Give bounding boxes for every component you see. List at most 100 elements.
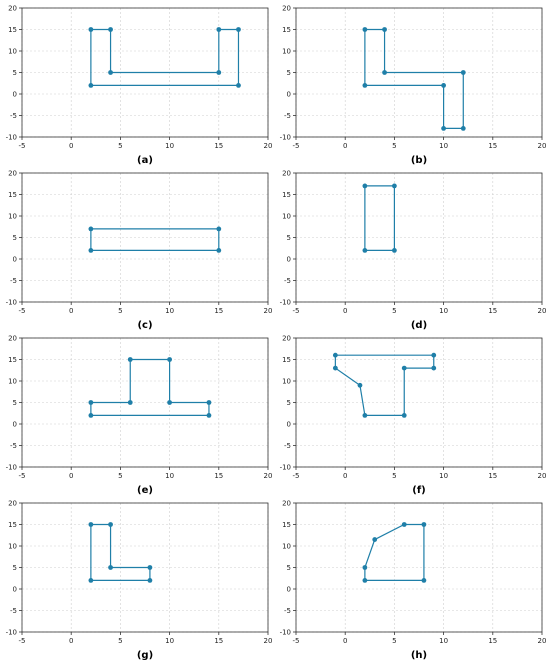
y-tick-label: 0	[13, 91, 17, 99]
data-point	[362, 83, 368, 88]
y-tick-label: 0	[287, 421, 291, 429]
x-tick-label: 0	[343, 142, 347, 150]
x-tick-label: 5	[118, 637, 122, 645]
x-tick-label: 20	[538, 307, 547, 315]
panel-label: (f)	[412, 485, 426, 496]
y-tick-label: 10	[282, 543, 291, 551]
y-tick-label: 15	[8, 521, 17, 529]
data-point	[362, 27, 368, 32]
data-point	[332, 365, 338, 371]
y-tick-label: 20	[8, 5, 17, 13]
y-tick-label: 15	[8, 191, 17, 199]
y-tick-label: -10	[6, 134, 17, 142]
data-point	[421, 578, 427, 583]
x-tick-label: 0	[343, 637, 347, 645]
x-tick-label: 15	[488, 142, 497, 150]
panel-label: (d)	[411, 320, 427, 331]
x-tick-label: -5	[293, 142, 300, 150]
y-tick-label: 20	[8, 500, 17, 508]
data-point	[88, 248, 94, 253]
data-point	[88, 413, 94, 418]
data-point	[108, 565, 113, 570]
y-tick-label: 5	[13, 564, 17, 572]
y-tick-label: 15	[282, 356, 291, 364]
data-point	[421, 522, 427, 527]
y-tick-label: -5	[284, 607, 291, 615]
data-point	[216, 248, 222, 253]
data-point	[206, 413, 212, 418]
x-tick-label: 10	[439, 637, 448, 645]
data-point	[362, 578, 368, 583]
x-tick-label: -5	[293, 472, 300, 480]
data-point	[401, 522, 407, 527]
data-point	[108, 27, 113, 32]
y-tick-label: -10	[6, 629, 17, 637]
y-tick-label: 0	[13, 256, 17, 264]
data-point	[392, 248, 397, 253]
data-point	[362, 183, 368, 189]
data-point	[332, 352, 338, 358]
data-point	[460, 125, 466, 131]
data-point	[431, 365, 437, 371]
x-tick-label: 10	[165, 472, 174, 480]
y-tick-label: 5	[287, 69, 291, 77]
data-point	[362, 565, 368, 570]
data-point	[127, 357, 133, 362]
data-point	[372, 537, 378, 542]
x-tick-label: 10	[165, 307, 174, 315]
y-tick-label: 0	[287, 256, 291, 264]
data-point	[216, 70, 222, 75]
data-point	[88, 83, 94, 88]
x-tick-label: 0	[343, 307, 347, 315]
x-tick-label: 20	[264, 472, 273, 480]
y-tick-label: 20	[282, 5, 291, 13]
x-tick-label: 20	[264, 307, 273, 315]
panel-label: (a)	[137, 155, 153, 166]
data-point	[362, 413, 368, 418]
y-tick-label: 0	[13, 421, 17, 429]
y-tick-label: 20	[282, 170, 291, 178]
panel-label: (h)	[411, 650, 427, 661]
y-tick-label: 15	[282, 191, 291, 199]
y-tick-label: 15	[8, 26, 17, 34]
x-tick-label: 10	[165, 637, 174, 645]
panel-label: (b)	[411, 155, 427, 166]
y-tick-label: 5	[13, 234, 17, 242]
data-point	[431, 352, 437, 358]
panel-label: (e)	[137, 485, 153, 496]
data-point	[147, 565, 153, 570]
x-tick-label: 5	[118, 307, 122, 315]
x-tick-label: 15	[488, 307, 497, 315]
y-tick-label: -5	[284, 442, 291, 450]
x-tick-label: 5	[392, 472, 396, 480]
x-tick-label: -5	[293, 307, 300, 315]
data-point	[88, 522, 94, 527]
y-tick-label: 5	[287, 399, 291, 407]
y-tick-label: 15	[282, 521, 291, 529]
y-tick-label: -10	[280, 629, 291, 637]
x-tick-label: 10	[439, 142, 448, 150]
y-tick-label: 10	[8, 213, 17, 221]
y-tick-label: -10	[6, 299, 17, 307]
x-tick-label: 15	[214, 637, 223, 645]
x-tick-label: 20	[538, 637, 547, 645]
y-tick-label: 10	[282, 213, 291, 221]
panel-label: (c)	[137, 320, 152, 331]
data-point	[441, 125, 446, 131]
x-tick-label: 10	[165, 142, 174, 150]
y-tick-label: 5	[13, 69, 17, 77]
x-tick-label: 5	[392, 637, 396, 645]
x-tick-label: 15	[214, 307, 223, 315]
data-point	[127, 400, 133, 405]
y-tick-label: 5	[287, 234, 291, 242]
y-tick-label: -5	[10, 277, 17, 285]
y-tick-label: 10	[282, 48, 291, 56]
x-tick-label: -5	[19, 142, 26, 150]
x-tick-label: 0	[343, 472, 347, 480]
data-point	[216, 226, 222, 232]
data-point	[88, 226, 94, 232]
